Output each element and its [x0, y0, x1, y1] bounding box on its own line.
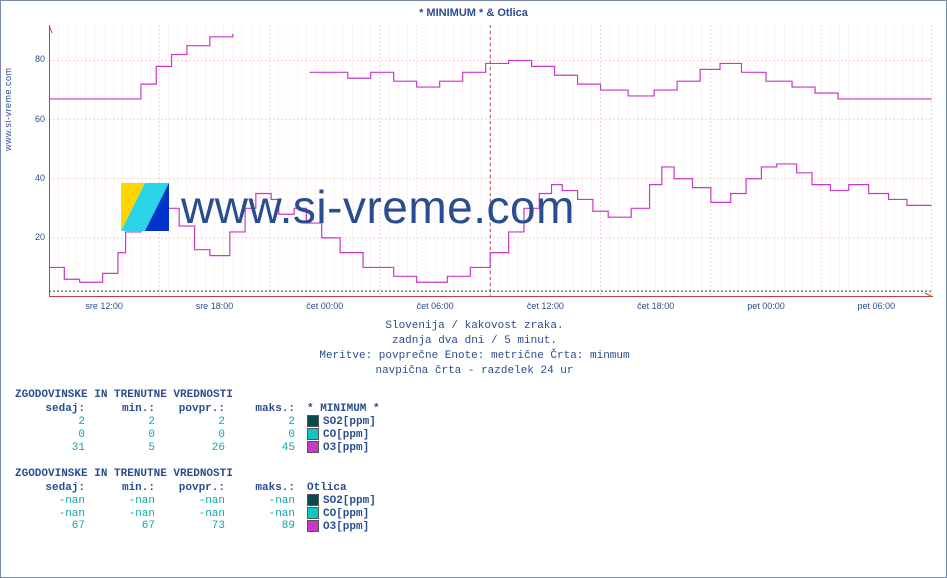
x-tick-label: sre 12:00 — [85, 301, 123, 311]
color-swatch — [307, 415, 319, 427]
color-swatch — [307, 520, 319, 532]
table-row: 2222SO2[ppm] — [15, 415, 467, 428]
subtitle-line: navpična črta - razdelek 24 ur — [1, 364, 947, 379]
table-title: ZGODOVINSKE IN TRENUTNE VREDNOSTI — [15, 389, 467, 401]
color-swatch — [307, 507, 319, 519]
table-title: ZGODOVINSKE IN TRENUTNE VREDNOSTI — [15, 468, 467, 480]
color-swatch — [307, 494, 319, 506]
y-tick: 40 — [21, 173, 45, 183]
x-tick-label: sre 18:00 — [196, 301, 234, 311]
subtitle-line: Slovenija / kakovost zraka. — [1, 319, 947, 334]
x-tick-label: pet 06:00 — [858, 301, 896, 311]
subtitle-line: Meritve: povprečne Enote: metrične Črta:… — [1, 349, 947, 364]
chart-area — [49, 25, 933, 297]
x-tick-label: čet 18:00 — [637, 301, 674, 311]
y-tick: 20 — [21, 232, 45, 242]
source-label: www.si-vreme.com — [3, 67, 13, 151]
y-tick: 80 — [21, 54, 45, 64]
table-row: -nan-nan-nan-nanCO[ppm] — [15, 507, 467, 520]
chart-svg — [49, 25, 933, 297]
table-header: sedaj:min.:povpr.:maks.:* MINIMUM * — [15, 403, 467, 415]
table-row: 67677389O3[ppm] — [15, 520, 467, 533]
x-tick-label: čet 06:00 — [417, 301, 454, 311]
x-tick-label: pet 00:00 — [747, 301, 785, 311]
stats-table: ZGODOVINSKE IN TRENUTNE VREDNOSTI sedaj:m… — [15, 468, 467, 533]
color-swatch — [307, 441, 319, 453]
table-row: 3152645O3[ppm] — [15, 441, 467, 454]
y-tick: 60 — [21, 114, 45, 124]
subtitle-block: Slovenija / kakovost zraka.zadnja dva dn… — [1, 319, 947, 378]
x-tick-label: čet 00:00 — [306, 301, 343, 311]
x-tick-labels: sre 12:00 sre 18:00 čet 00:00 čet 06:00 čet … — [49, 301, 933, 315]
x-tick-label: čet 12:00 — [527, 301, 564, 311]
stats-table: ZGODOVINSKE IN TRENUTNE VREDNOSTI sedaj:m… — [15, 389, 467, 454]
color-swatch — [307, 428, 319, 440]
chart-title: * MINIMUM * & Otlica — [1, 1, 946, 19]
data-tables: ZGODOVINSKE IN TRENUTNE VREDNOSTI sedaj:m… — [15, 389, 467, 546]
chart-page: { "title": "* MINIMUM * & Otlica", "sour… — [0, 0, 947, 578]
table-header: sedaj:min.:povpr.:maks.:Otlica — [15, 482, 467, 494]
table-row: 0000CO[ppm] — [15, 428, 467, 441]
table-row: -nan-nan-nan-nanSO2[ppm] — [15, 494, 467, 507]
subtitle-line: zadnja dva dni / 5 minut. — [1, 334, 947, 349]
